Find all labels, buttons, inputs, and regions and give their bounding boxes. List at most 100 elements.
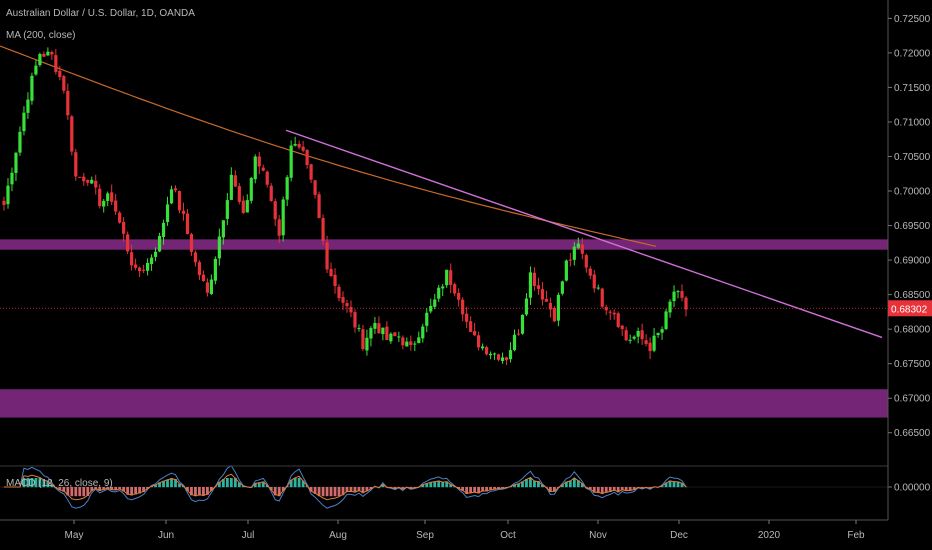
candle-body (329, 268, 333, 277)
macd-histogram-bar (341, 487, 345, 496)
candle-body (14, 152, 18, 173)
macd-histogram-bar (50, 484, 54, 488)
candle-body (273, 201, 277, 220)
candle-body (500, 357, 505, 362)
macd-histogram-bar (604, 487, 608, 493)
macd-tick-label: 0.00000 (894, 483, 931, 494)
candle-body (628, 339, 632, 341)
candle-body (484, 347, 489, 355)
candle-body (134, 264, 138, 268)
macd-histogram-bar (393, 487, 397, 489)
macd-histogram-bar (154, 484, 157, 488)
candle-body (457, 292, 461, 300)
candle-body (532, 272, 537, 286)
candle-body (660, 329, 664, 333)
ma-legend[interactable]: MA (200, close) (6, 30, 76, 41)
macd-legend[interactable]: MACD (12, 26, close, 9) (6, 478, 113, 489)
candle-body (684, 297, 688, 310)
candle-body (265, 171, 269, 185)
macd-histogram-bar (66, 487, 70, 496)
x-tick-label: Dec (670, 530, 688, 541)
candle-body (588, 268, 592, 276)
candle-body (321, 218, 325, 241)
candle-body (465, 313, 469, 322)
candle-body (644, 340, 648, 344)
macd-histogram-bar (481, 487, 484, 492)
candle-body (668, 301, 672, 313)
candle-body (197, 262, 202, 276)
macd-histogram-bar (202, 487, 205, 496)
candle-body (445, 269, 449, 286)
macd-histogram-bar (253, 483, 257, 488)
candle-body (86, 180, 90, 183)
candle-body (592, 274, 596, 289)
candle-body (429, 305, 433, 312)
macd-histogram-bar (206, 487, 209, 495)
candle-body (153, 251, 158, 257)
trendline (285, 129, 883, 339)
candle-body (269, 185, 273, 201)
macd-histogram-bar (58, 487, 62, 491)
candle-body (110, 192, 114, 202)
candle-body (62, 76, 66, 91)
macd-histogram-bar (560, 484, 564, 488)
macd-histogram-bar (289, 479, 293, 488)
candle-body (98, 188, 102, 207)
macd-histogram-bar (229, 478, 233, 488)
candle-body (636, 330, 640, 337)
candle-body (122, 222, 126, 234)
macd-histogram-bar (269, 487, 273, 491)
zone-0 (0, 239, 888, 250)
macd-histogram-bar (461, 487, 465, 491)
candle-body (373, 322, 377, 329)
candle-body (421, 326, 425, 339)
candle-body (397, 336, 401, 338)
macd-histogram-bar (297, 478, 301, 488)
macd-histogram-bar (660, 485, 664, 488)
candle-body (520, 314, 525, 334)
last-price-badge (888, 300, 932, 317)
macd-histogram-bar (525, 478, 528, 488)
macd-histogram-bar (628, 487, 632, 491)
macd-histogram-bar (576, 480, 580, 488)
candle-body (54, 55, 58, 72)
macd-histogram-bar (489, 487, 492, 491)
macd-histogram-bar (620, 487, 624, 491)
macd-histogram-bar (441, 481, 445, 488)
candle-body (161, 222, 166, 237)
macd-histogram-bar (74, 487, 78, 497)
macd-histogram-bar (126, 487, 130, 495)
candle-body (461, 299, 465, 315)
candle-body (552, 308, 556, 322)
candle-body (229, 174, 233, 200)
candle-body (293, 143, 297, 146)
candle-body (297, 143, 301, 148)
y-tick-label: 0.69500 (894, 221, 931, 232)
x-tick-label: Sep (416, 530, 434, 541)
macd-histogram-bar (449, 484, 453, 488)
macd-histogram-bar (186, 487, 189, 492)
candle-body (74, 152, 78, 177)
candle-body (130, 252, 134, 266)
macd-histogram-bar (513, 484, 516, 488)
macd-histogram-bar (668, 480, 672, 488)
candle-body (652, 335, 656, 351)
candle-body (233, 175, 237, 187)
macd-histogram-bar (369, 487, 373, 490)
candle-body (524, 298, 529, 315)
candle-body (656, 332, 660, 335)
macd-histogram-bar (469, 487, 473, 494)
macd-histogram-bar (198, 487, 201, 496)
macd-histogram-bar (46, 480, 50, 488)
macd-histogram-bar (134, 487, 138, 495)
candle-body (496, 354, 501, 360)
macd-histogram-bar (38, 478, 42, 488)
macd-histogram-bar (425, 483, 429, 488)
candle-body (118, 212, 122, 223)
macd-histogram-bar (612, 487, 616, 491)
macd-histogram-bar (648, 487, 652, 489)
candle-body (165, 204, 170, 223)
candle-body (34, 65, 38, 75)
macd-histogram-bar (241, 486, 245, 488)
